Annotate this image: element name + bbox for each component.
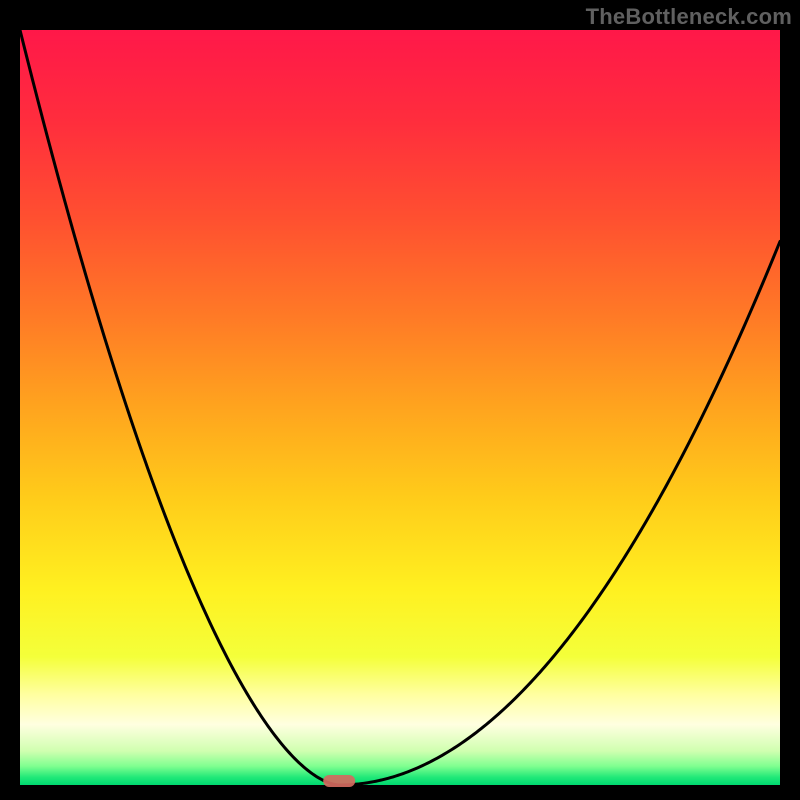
bottleneck-chart (0, 0, 800, 800)
optimum-marker (323, 775, 355, 787)
chart-container: TheBottleneck.com (0, 0, 800, 800)
plot-background (20, 30, 780, 785)
watermark-text: TheBottleneck.com (586, 4, 792, 30)
